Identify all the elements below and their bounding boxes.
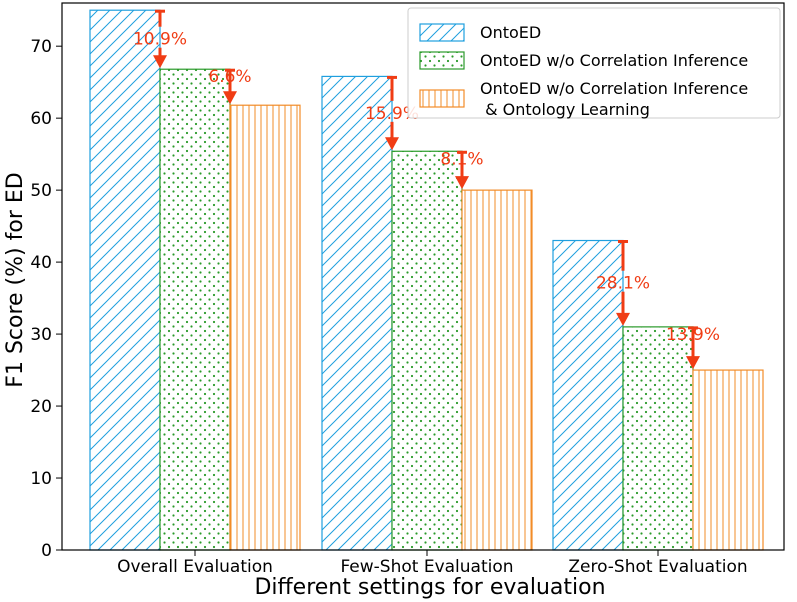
y-tick-label: 50 xyxy=(30,181,52,201)
y-tick-label: 10 xyxy=(30,469,52,489)
drop-label: 28.1% xyxy=(596,274,650,294)
drop-arrow-head xyxy=(616,312,630,326)
y-tick-label: 60 xyxy=(30,109,52,129)
legend-swatch xyxy=(419,23,465,42)
x-tick-label: Overall Evaluation xyxy=(117,557,273,577)
bar xyxy=(89,9,161,551)
legend-swatch xyxy=(419,89,465,108)
bar xyxy=(461,189,533,551)
drop-arrow-head xyxy=(223,91,237,105)
legend-label-line: & Ontology Learning xyxy=(480,100,650,119)
drop-label: 13.9% xyxy=(666,325,720,345)
x-tick-label: Few-Shot Evaluation xyxy=(340,557,513,577)
y-tick-label: 40 xyxy=(30,253,52,273)
bar xyxy=(692,369,764,551)
x-tick-label: Zero-Shot Evaluation xyxy=(568,557,747,577)
legend-label-line: OntoED w/o Correlation Inference xyxy=(480,51,748,70)
y-axis-label: F1 Score (%) for ED xyxy=(3,172,28,387)
drop-label: 15.9% xyxy=(365,104,419,124)
drop-arrow-head xyxy=(385,137,399,151)
y-tick-label: 70 xyxy=(30,37,52,57)
legend-label: OntoED xyxy=(480,23,541,42)
drop-label: 6.6% xyxy=(208,67,251,87)
bar xyxy=(391,150,463,551)
bar xyxy=(622,326,694,551)
legend-label-line: OntoED xyxy=(480,23,541,42)
bars-layer xyxy=(89,9,764,551)
bar xyxy=(159,68,231,551)
legend-label: OntoED w/o Correlation Inference & Ontol… xyxy=(480,79,748,119)
x-axis-label: Different settings for evaluation xyxy=(254,575,605,600)
legend-label: OntoED w/o Correlation Inference xyxy=(480,51,748,70)
annotations-layer: 10.9% 6.6% 15.9% 8.1% 28.1% 13.9% xyxy=(133,9,720,370)
legend-swatch xyxy=(419,51,465,70)
drop-arrow-head xyxy=(686,356,700,370)
plot-frame xyxy=(61,2,785,551)
legend-label-line: OntoED w/o Correlation Inference xyxy=(480,79,748,98)
bar xyxy=(229,104,301,551)
axes-layer: 0 10 20 30 40 50 60 70 Overall Evaluation Few-Sho… xyxy=(30,2,785,577)
drop-label: 8.1% xyxy=(440,149,483,169)
bar xyxy=(321,75,393,551)
drop-arrow-head xyxy=(455,176,469,190)
y-tick-label: 30 xyxy=(30,325,52,345)
legend-box xyxy=(407,7,781,119)
drop-label: 10.9% xyxy=(133,30,187,50)
y-tick-label: 0 xyxy=(41,541,52,561)
drop-arrow-head xyxy=(153,55,167,69)
y-tick-label: 20 xyxy=(30,397,52,417)
